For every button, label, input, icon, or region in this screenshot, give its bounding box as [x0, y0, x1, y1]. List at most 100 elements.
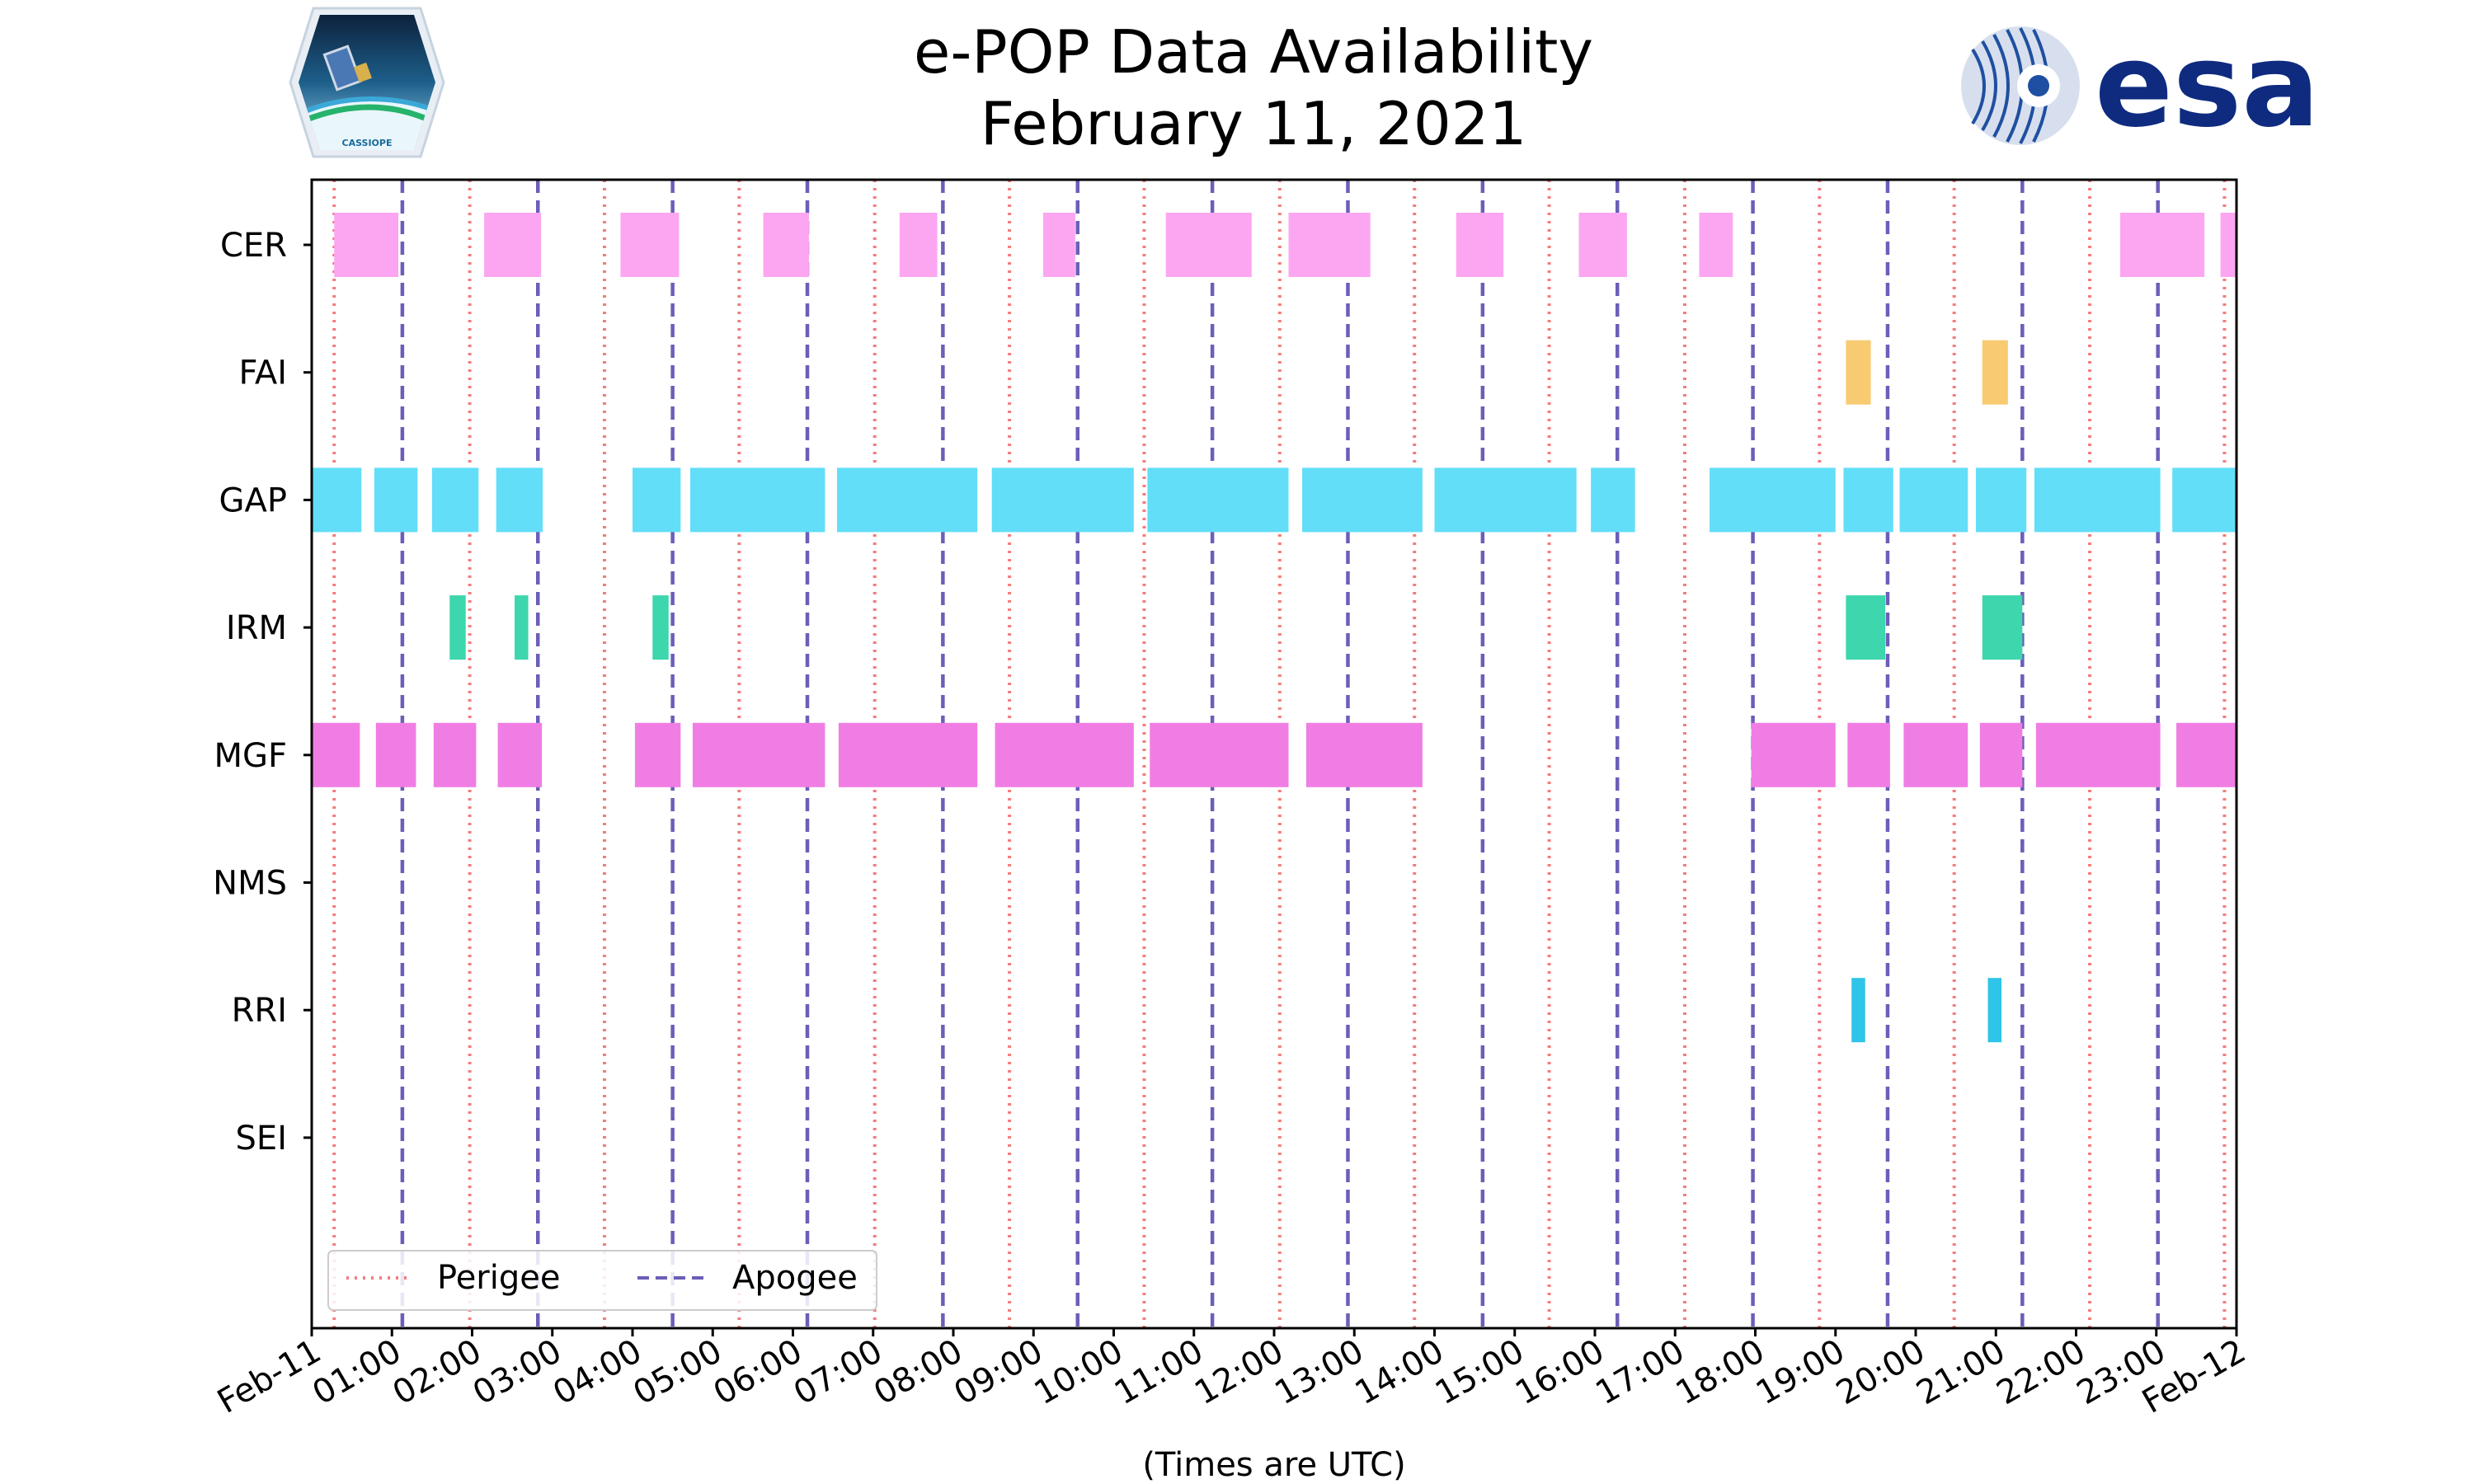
availability-bars	[312, 213, 2236, 1043]
x-tick-label-10: 10:00	[1028, 1332, 1130, 1412]
bar-irm-0	[449, 595, 466, 660]
bar-irm-3	[1846, 595, 1886, 660]
bar-gap-5	[690, 467, 825, 533]
bar-gap-3	[496, 467, 543, 533]
bar-mgf-13	[1979, 722, 2023, 787]
bar-gap-17	[2172, 467, 2236, 533]
y-axis: CER FAI GAP IRM MGF NMS RRI SEI	[213, 227, 312, 1158]
x-tick-label-15: 15:00	[1429, 1332, 1531, 1412]
x-tick-label-7: 07:00	[788, 1332, 889, 1412]
bar-rri-1	[1987, 978, 2002, 1043]
bar-gap-4	[633, 467, 681, 533]
bar-gap-7	[991, 467, 1134, 533]
x-tick-label-16: 16:00	[1509, 1332, 1611, 1412]
bar-mgf-2	[433, 722, 477, 787]
x-tick-label-3: 03:00	[467, 1332, 568, 1412]
y-tick-label-fai: FAI	[239, 355, 288, 392]
bar-cer-5	[1042, 213, 1075, 277]
chart-subtitle: February 11, 2021	[981, 89, 1527, 158]
bar-mgf-1	[375, 722, 416, 787]
bar-mgf-14	[2035, 722, 2161, 787]
esa-logo: esa	[1961, 19, 2320, 153]
bar-fai-0	[1846, 340, 1871, 405]
legend-apogee-label: Apogee	[732, 1259, 858, 1297]
x-tick-label-18: 18:00	[1670, 1332, 1771, 1412]
bar-mgf-6	[838, 722, 978, 787]
legend-box	[327, 1250, 877, 1311]
x-tick-label-6: 06:00	[708, 1332, 809, 1412]
chart-title: e-POP Data Availability	[914, 17, 1593, 87]
bar-cer-6	[1165, 213, 1252, 277]
bar-fai-1	[1982, 340, 2008, 405]
bar-cer-8	[1456, 213, 1504, 277]
plot-area: CER FAI GAP IRM MGF NMS RRI SEI Feb-1101:0002:0…	[211, 178, 2252, 1421]
bar-gap-16	[2034, 467, 2161, 533]
x-tick-label-19: 19:00	[1750, 1332, 1851, 1412]
bar-cer-2	[620, 213, 680, 277]
bar-cer-0	[334, 213, 399, 277]
bar-mgf-9	[1305, 722, 1423, 787]
orbit-lines	[332, 180, 2227, 1328]
bar-cer-10	[1699, 213, 1733, 277]
x-tick-label-4: 04:00	[547, 1332, 648, 1412]
bar-irm-2	[652, 595, 669, 660]
x-tick-label-8: 08:00	[868, 1332, 969, 1412]
bar-gap-1	[374, 467, 418, 533]
y-tick-label-nms: NMS	[213, 865, 287, 903]
x-tick-label-1: 01:00	[306, 1332, 407, 1412]
bar-irm-4	[1982, 595, 2023, 660]
bar-mgf-12	[1903, 722, 1968, 787]
bar-mgf-15	[2176, 722, 2236, 787]
x-tick-label-12: 12:00	[1188, 1332, 1290, 1412]
bar-gap-8	[1147, 467, 1289, 533]
bar-gap-10	[1434, 467, 1577, 533]
x-tick-label-5: 05:00	[627, 1332, 728, 1412]
y-tick-label-gap: GAP	[219, 481, 287, 519]
x-tick-label-21: 21:00	[1910, 1332, 2011, 1412]
x-tick-label-22: 22:00	[1991, 1332, 2092, 1412]
x-tick-label-20: 20:00	[1830, 1332, 1931, 1412]
bar-cer-1	[484, 213, 542, 277]
y-tick-label-sei: SEI	[236, 1120, 287, 1158]
y-tick-label-mgf: MGF	[214, 737, 287, 775]
bar-mgf-7	[995, 722, 1134, 787]
bar-mgf-10	[1751, 722, 1836, 787]
cassiope-logo: CASSIOPE	[289, 7, 445, 158]
bar-gap-9	[1302, 467, 1423, 533]
bar-cer-9	[1578, 213, 1627, 277]
bar-gap-2	[431, 467, 479, 533]
x-tick-label-13: 13:00	[1268, 1332, 1370, 1412]
x-axis: Feb-1101:0002:0003:0004:0005:0006:0007:0…	[211, 1328, 2252, 1421]
legend-perigee-label: Perigee	[437, 1259, 560, 1297]
bar-mgf-3	[497, 722, 543, 787]
bar-gap-11	[1591, 467, 1635, 533]
legend: Perigee Apogee	[327, 1250, 877, 1311]
bar-gap-12	[1710, 467, 1836, 533]
x-axis-label: (Times are UTC)	[1142, 1446, 1405, 1484]
bar-rri-0	[1851, 978, 1865, 1043]
y-tick-label-rri: RRI	[232, 992, 287, 1030]
y-tick-label-cer: CER	[220, 227, 287, 265]
bar-cer-12	[2220, 213, 2236, 277]
bar-gap-13	[1843, 467, 1893, 533]
x-tick-label-11: 11:00	[1108, 1332, 1210, 1412]
bar-mgf-8	[1150, 722, 1289, 787]
x-tick-label-14: 14:00	[1349, 1332, 1451, 1412]
x-tick-label-9: 09:00	[948, 1332, 1049, 1412]
cassiope-caption: CASSIOPE	[342, 138, 393, 148]
bar-gap-0	[312, 467, 362, 533]
bar-cer-7	[1288, 213, 1371, 277]
bar-mgf-4	[634, 722, 681, 787]
bar-gap-14	[1899, 467, 1968, 533]
esa-wordmark: esa	[2095, 19, 2320, 153]
bar-cer-11	[2119, 213, 2205, 277]
bar-mgf-5	[692, 722, 825, 787]
y-tick-label-irm: IRM	[226, 609, 287, 647]
bar-gap-15	[1975, 467, 2027, 533]
bar-irm-1	[515, 595, 529, 660]
bar-gap-6	[836, 467, 978, 533]
bar-mgf-0	[312, 722, 360, 787]
bar-mgf-11	[1847, 722, 1890, 787]
x-tick-label-2: 02:00	[387, 1332, 488, 1412]
